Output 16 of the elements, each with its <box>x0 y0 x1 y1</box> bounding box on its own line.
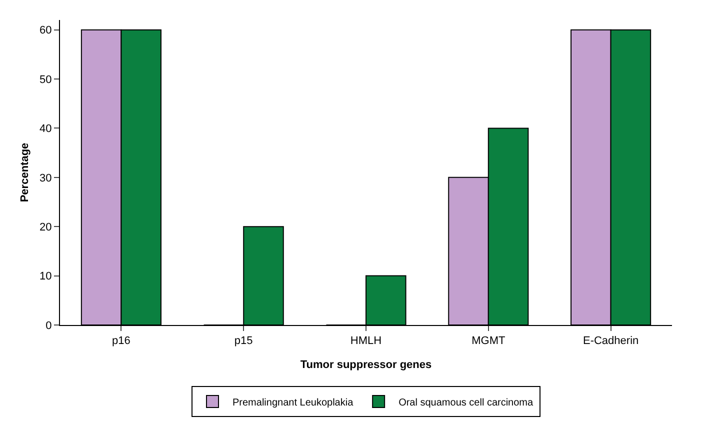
y-tick-label: 60 <box>40 24 52 37</box>
x-tick-label: p16 <box>112 335 130 348</box>
x-tick-label: p15 <box>234 335 253 348</box>
legend-label: Oral squamous cell carcinoma <box>398 397 534 408</box>
x-tick-label: HMLH <box>350 335 382 348</box>
y-tick-label: 30 <box>40 172 52 184</box>
y-tick-label: 10 <box>40 270 52 283</box>
y-axis-title: Percentage <box>19 142 31 202</box>
x-tick-label: E-Cadherin <box>582 335 639 348</box>
legend-label: Premalingnant Leukoplakia <box>232 397 354 408</box>
x-tick-label: MGMT <box>472 335 506 348</box>
y-tick-label: 40 <box>40 123 52 136</box>
y-tick-label: 50 <box>40 74 52 86</box>
y-tick-label: 0 <box>46 320 52 332</box>
x-axis-title: Tumor suppressor genes <box>300 359 432 371</box>
y-tick-label: 20 <box>40 221 52 234</box>
